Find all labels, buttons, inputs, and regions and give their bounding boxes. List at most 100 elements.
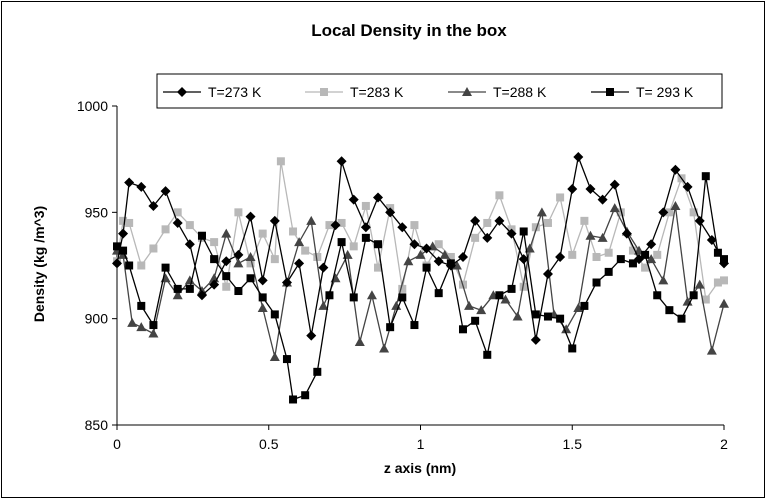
data-point <box>222 272 231 281</box>
legend-box <box>156 73 723 109</box>
data-point <box>119 246 128 255</box>
data-point <box>282 355 291 364</box>
data-point <box>325 291 334 300</box>
data-point <box>161 225 170 234</box>
data-point <box>289 227 298 236</box>
data-point <box>245 211 256 222</box>
data-point <box>137 301 146 310</box>
data-point <box>269 215 280 226</box>
data-point <box>136 181 147 192</box>
data-point <box>269 351 280 361</box>
data-point <box>410 321 419 330</box>
data-point <box>270 255 279 264</box>
series-2 <box>113 157 728 304</box>
data-point <box>184 275 195 285</box>
data-point <box>573 152 584 163</box>
data-point <box>289 395 298 404</box>
data-point <box>337 218 346 227</box>
data-point <box>682 181 693 192</box>
legend-label: T= 293 K <box>636 84 694 100</box>
data-point <box>325 221 334 230</box>
data-point <box>196 290 207 301</box>
data-point <box>397 222 408 233</box>
series-1 <box>112 152 729 345</box>
data-point <box>148 200 159 211</box>
data-point <box>616 255 625 264</box>
data-point <box>543 218 552 227</box>
series-layer <box>112 152 729 404</box>
data-point <box>531 223 540 232</box>
data-point <box>641 263 650 272</box>
data-point <box>330 220 341 231</box>
legend-item: T=283 K <box>305 84 404 100</box>
data-point <box>172 217 183 228</box>
data-point <box>713 278 722 287</box>
y-tick-label: 950 <box>85 204 109 220</box>
data-point <box>483 350 492 359</box>
data-point <box>336 156 347 167</box>
data-point <box>500 294 511 304</box>
data-point <box>421 243 432 254</box>
data-point <box>185 221 194 230</box>
data-point <box>720 255 728 264</box>
y-tick-label: 1000 <box>77 98 108 114</box>
data-point <box>719 298 729 308</box>
data-point <box>628 259 637 268</box>
data-point <box>245 251 256 261</box>
data-point <box>127 317 138 327</box>
data-point <box>670 164 681 175</box>
data-point <box>701 295 710 304</box>
y-tick-label: 850 <box>85 417 109 433</box>
data-point <box>653 250 662 259</box>
data-point <box>379 343 390 353</box>
data-point <box>621 228 632 239</box>
x-tick-label: 1.5 <box>563 436 583 452</box>
series-line <box>116 205 725 358</box>
data-point <box>446 252 455 261</box>
data-point <box>609 203 620 213</box>
data-point <box>185 284 194 293</box>
data-point <box>518 254 529 265</box>
data-point <box>531 310 540 319</box>
data-point <box>374 263 383 272</box>
data-point <box>294 237 305 247</box>
data-point <box>354 337 365 347</box>
data-point <box>665 208 674 217</box>
data-point <box>543 312 552 321</box>
data-point <box>561 324 572 334</box>
data-point <box>361 233 370 242</box>
data-point <box>306 330 317 341</box>
data-point <box>258 293 267 302</box>
data-point <box>689 291 698 300</box>
data-point <box>385 207 396 218</box>
data-point <box>294 258 305 269</box>
data-point <box>349 293 358 302</box>
data-point <box>713 248 722 257</box>
data-point <box>646 239 657 250</box>
series-4 <box>113 172 728 404</box>
data-point <box>160 186 171 197</box>
legend-marker <box>606 88 614 96</box>
data-point <box>439 249 450 259</box>
data-point <box>471 233 480 242</box>
data-point <box>658 275 669 285</box>
data-point <box>536 207 547 217</box>
x-axis-ticks: 0 0.5 1 1.5 2 <box>113 425 728 452</box>
series-3 <box>112 200 729 361</box>
legend-items: T=273 K T=283 K T=288 K T= 293 K <box>163 84 694 100</box>
data-point <box>542 269 553 280</box>
data-point <box>270 310 279 319</box>
data-point <box>246 259 255 268</box>
data-point <box>530 334 541 345</box>
data-point <box>366 290 377 300</box>
data-point <box>446 259 455 268</box>
data-point <box>556 193 565 202</box>
data-point <box>398 284 407 293</box>
x-tick-label: 0.5 <box>259 436 279 452</box>
x-tick-label: 2 <box>720 436 728 452</box>
data-point <box>125 261 134 270</box>
legend-marker <box>320 88 328 96</box>
data-point <box>556 314 565 323</box>
data-point <box>281 277 292 288</box>
